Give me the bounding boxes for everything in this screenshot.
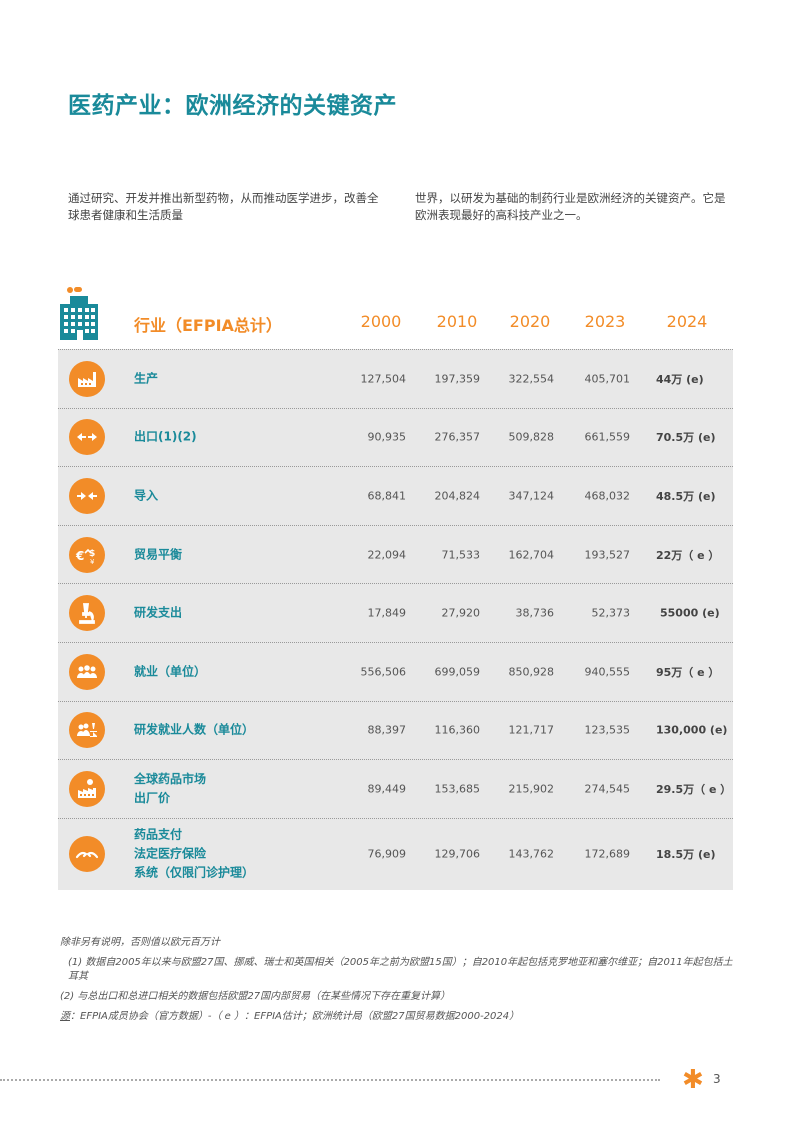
footnote-2: (2) 与总出口和总进口相关的数据包括欧盟27国内部贸易（在某些情况下存在重复计…	[60, 991, 451, 1002]
cell-2020: 215,902	[508, 782, 555, 796]
year-2023: 2023	[584, 312, 626, 331]
table-row: 研发就业人数（单位） 88,397 116,360 121,717 123,53…	[58, 700, 733, 760]
svg-text:¥: ¥	[90, 558, 95, 566]
cell-2000: 88,397	[367, 723, 407, 737]
factory-icon	[69, 360, 105, 397]
page-number: 3	[713, 1072, 721, 1086]
year-2020: 2020	[509, 312, 551, 331]
table-row: € $ ¥ 贸易平衡 22,094 71,533 162,704 193,527 2…	[58, 524, 733, 584]
source-label: 源	[60, 1011, 70, 1022]
row-label: 药品支付 法定医疗保险 系统（仅限门诊护理）	[134, 827, 255, 880]
table-header: 行业（EFPIA总计） 2000 2010 2020 2023 2024	[58, 284, 733, 346]
row-label: 导入	[134, 488, 159, 503]
svg-text:€: €	[75, 549, 84, 563]
svg-text:$: $	[89, 549, 95, 559]
cell-2000: 17,849	[367, 606, 407, 620]
currency-icon: € $ ¥	[69, 536, 105, 573]
row-label: 就业（单位）	[134, 664, 207, 679]
cell-2024: 130,000 (e)	[656, 723, 728, 737]
cell-2024: 55000 (e)	[660, 606, 720, 620]
cell-2024: 95万（ e ）	[656, 665, 720, 679]
row-label: 生产	[134, 371, 159, 386]
table-row: 就业（单位） 556,506 699,059 850,928 940,555 9…	[58, 641, 733, 701]
cell-2010: 197,359	[434, 372, 481, 386]
cell-2024: 44万 (e)	[656, 372, 704, 386]
cell-2023: 274,545	[584, 782, 631, 796]
cell-2000: 127,504	[360, 372, 407, 386]
unit-note: 除非另有说明，否则值以欧元百万计	[60, 937, 220, 948]
building-icon	[60, 287, 98, 340]
cell-2023: 52,373	[591, 606, 631, 620]
cell-2010: 116,360	[434, 723, 481, 737]
cell-2020: 347,124	[508, 489, 555, 503]
header-industry-label: 行业（EFPIA总计）	[134, 316, 282, 335]
footnotes: 除非另有说明，否则值以欧元百万计 (1) 数据自2005年以来与欧盟27国、挪威…	[60, 936, 740, 1030]
row-label: 全球药品市场 出厂价	[134, 771, 207, 805]
page-title: 医药产业：欧洲经济的关键资产	[68, 93, 397, 119]
row-label: 出口(1)(2)	[134, 429, 197, 444]
people-icon	[69, 653, 105, 690]
data-table: 生产 127,504 197,359 322,554 405,701 44万 (…	[58, 349, 733, 890]
market-icon	[69, 770, 105, 807]
cell-2020: 509,828	[508, 430, 555, 444]
asterisk-icon: ✱	[682, 1065, 704, 1095]
year-2000: 2000	[360, 312, 402, 331]
source-note: 源：EFPIA成员协会（官方数据）-（ e ）：EFPIA估计；欧洲统计局（欧盟…	[60, 1010, 740, 1024]
cell-2024: 18.5万 (e)	[656, 848, 716, 862]
cell-2010: 699,059	[434, 665, 481, 679]
cell-2023: 123,535	[584, 723, 631, 737]
table-row: 生产 127,504 197,359 322,554 405,701 44万 (…	[58, 349, 733, 408]
export-arrows-icon	[69, 419, 105, 456]
cell-2020: 121,717	[508, 723, 555, 737]
table-row: 导入 68,841 204,824 347,124 468,032 48.5万 …	[58, 466, 733, 525]
cell-2020: 850,928	[508, 665, 555, 679]
footer-divider	[0, 1079, 660, 1081]
cell-2010: 204,824	[434, 489, 481, 503]
intro-right: 世界，以研发为基础的制药行业是欧洲经济的关键资产。它是欧洲表现最好的高科技产业之…	[415, 191, 726, 222]
source-text: ：EFPIA成员协会（官方数据）-（ e ）：EFPIA估计；欧洲统计局（欧盟2…	[70, 1011, 520, 1022]
cell-2010: 276,357	[434, 430, 481, 444]
cell-2010: 153,685	[434, 782, 481, 796]
cell-2010: 129,706	[434, 847, 481, 861]
cell-2023: 468,032	[584, 489, 631, 503]
row-label: 研发就业人数（单位）	[134, 722, 255, 737]
cell-2000: 90,935	[367, 430, 407, 444]
cell-2020: 38,736	[515, 606, 555, 620]
cell-2023: 405,701	[584, 372, 631, 386]
cell-2023: 172,689	[584, 847, 631, 861]
cell-2000: 556,506	[360, 665, 407, 679]
cell-2010: 71,533	[441, 548, 481, 562]
cell-2023: 940,555	[584, 665, 631, 679]
table-row: 药品支付 法定医疗保险 系统（仅限门诊护理） 76,909 129,706 14…	[58, 817, 733, 890]
cell-2000: 68,841	[367, 489, 407, 503]
cell-2020: 322,554	[508, 372, 555, 386]
footnote-1: (1) 数据自2005年以来与欧盟27国、挪威、瑞士和英国相关（2005年之前为…	[68, 957, 733, 982]
import-arrows-icon	[69, 477, 105, 514]
table-row: 出口(1)(2) 90,935 276,357 509,828 661,559 …	[58, 407, 733, 467]
cell-2020: 143,762	[508, 847, 555, 861]
cell-2000: 22,094	[367, 548, 407, 562]
researchers-icon	[69, 712, 105, 749]
cell-2024: 48.5万 (e)	[656, 489, 716, 503]
intro-left: 通过研究、开发并推出新型药物，从而推动医学进步，改善全球患者健康和生活质量	[68, 191, 379, 222]
row-label: 研发支出	[134, 605, 183, 620]
row-label: 贸易平衡	[134, 547, 183, 562]
cell-2024: 29.5万（ e ）	[656, 782, 732, 796]
cell-2024: 22万（ e ）	[656, 548, 720, 562]
cell-2024: 70.5万 (e)	[656, 431, 716, 445]
cell-2010: 27,920	[441, 606, 481, 620]
hands-icon	[69, 836, 105, 873]
cell-2020: 162,704	[508, 548, 555, 562]
microscope-icon	[69, 595, 105, 632]
table-row: 全球药品市场 出厂价 89,449 153,685 215,902 274,54…	[58, 759, 733, 818]
cell-2023: 193,527	[584, 548, 631, 562]
cell-2023: 661,559	[584, 430, 631, 444]
cell-2000: 76,909	[367, 847, 407, 861]
table-row: 研发支出 17,849 27,920 38,736 52,373 55000 (…	[58, 583, 733, 642]
year-2024: 2024	[666, 312, 708, 331]
year-2010: 2010	[436, 312, 478, 331]
cell-2000: 89,449	[367, 782, 407, 796]
